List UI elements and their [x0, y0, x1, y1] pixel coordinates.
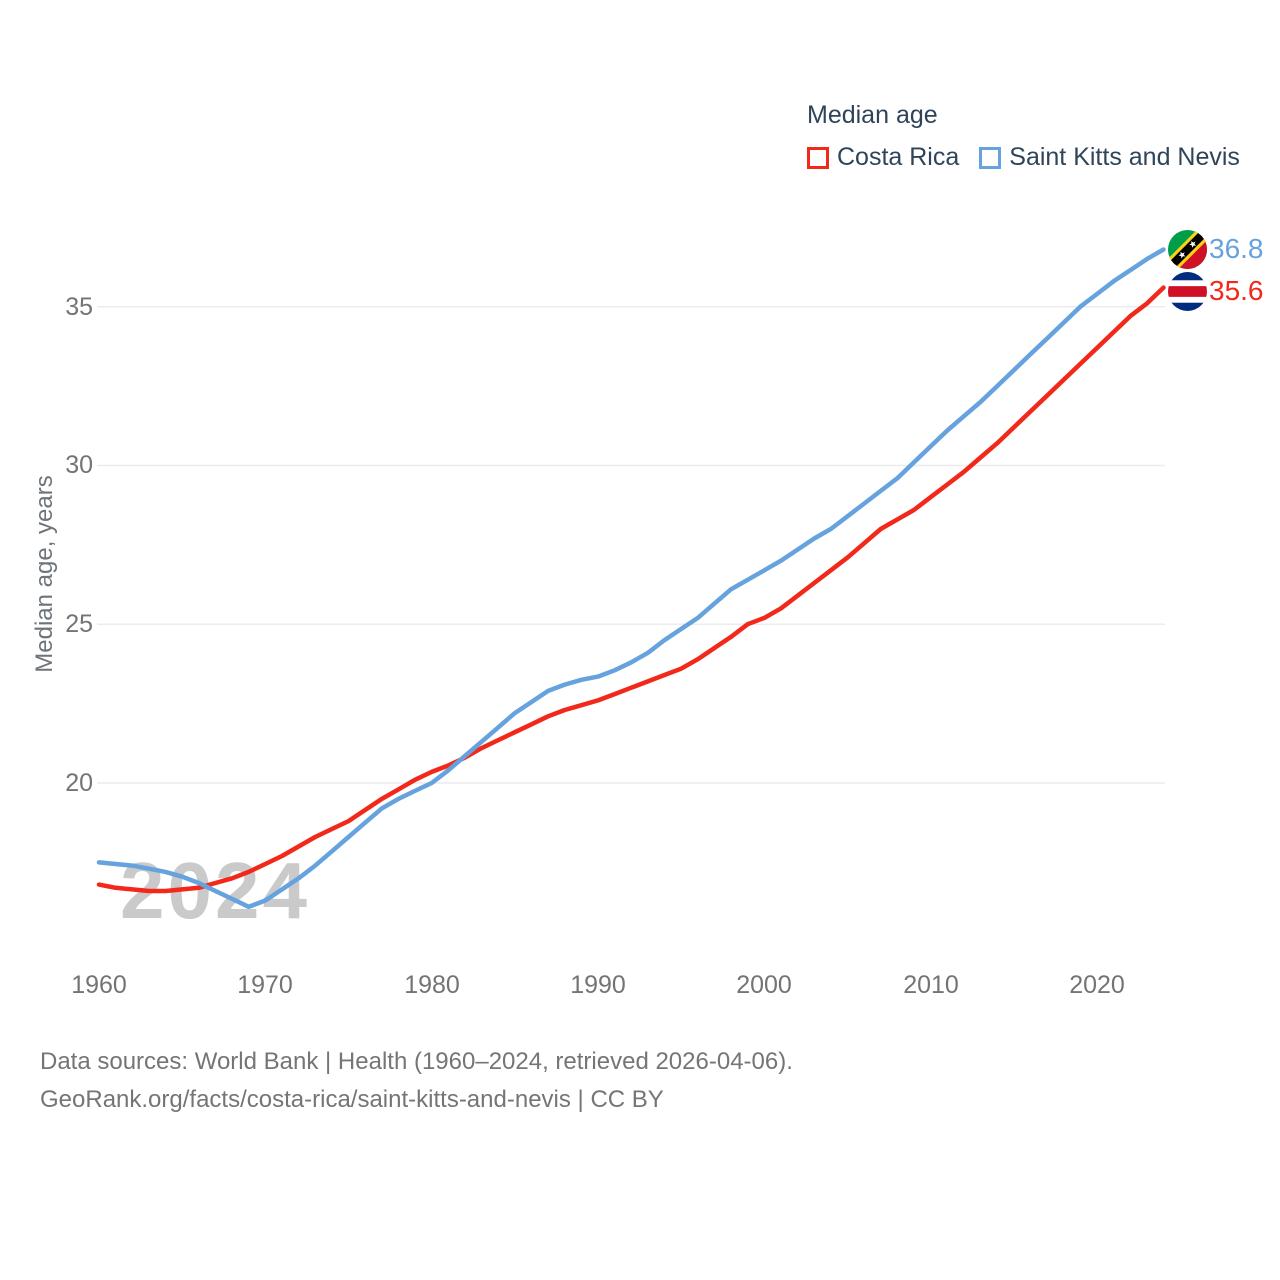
footer: Data sources: World Bank | Health (1960–…: [40, 1043, 793, 1119]
x-tick-label: 1970: [237, 971, 293, 999]
costa-rica-flag-icon: [1168, 272, 1207, 311]
footer-url-line: GeoRank.org/facts/costa-rica/saint-kitts…: [40, 1086, 664, 1113]
footer-source-line: Data sources: World Bank | Health (1960–…: [40, 1048, 793, 1075]
legend: Median age Costa Rica Saint Kitts and Ne…: [807, 100, 1240, 172]
legend-swatch-costa-rica: [807, 146, 829, 169]
x-tick-label: 2020: [1069, 971, 1125, 999]
x-tick-label: 2010: [903, 971, 959, 999]
legend-label-saint-kitts-and-nevis: Saint Kitts and Nevis: [1009, 143, 1240, 171]
x-tick-label: 1960: [71, 971, 127, 999]
y-tick-label: 30: [65, 451, 93, 479]
legend-row: Costa Rica Saint Kitts and Nevis: [807, 143, 1240, 172]
saint-kitts-and-nevis-flag-icon: [1168, 230, 1207, 269]
legend-item-costa-rica[interactable]: Costa Rica: [807, 143, 959, 172]
legend-title: Median age: [807, 101, 938, 129]
x-tick-label: 1990: [570, 971, 626, 999]
end-value-costa-rica: 35.6: [1209, 275, 1264, 306]
x-tick-label: 2000: [736, 971, 792, 999]
y-tick-label: 20: [65, 769, 93, 797]
legend-swatch-saint-kitts-and-nevis: [979, 146, 1002, 169]
series-line-costa-rica[interactable]: [96, 285, 1166, 894]
legend-label-costa-rica: Costa Rica: [837, 143, 960, 171]
legend-item-saint-kitts-and-nevis[interactable]: Saint Kitts and Nevis: [979, 143, 1240, 172]
y-tick-label: 35: [65, 293, 93, 321]
x-tick-label: 1980: [404, 971, 460, 999]
series-line-saint-kitts-and-nevis[interactable]: [96, 247, 1166, 910]
end-value-saint-kitts-and-nevis: 36.8: [1209, 233, 1264, 264]
y-tick-label: 25: [65, 610, 93, 638]
